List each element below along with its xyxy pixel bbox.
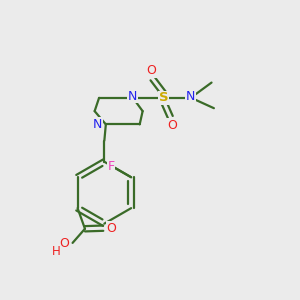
Text: N: N [93, 118, 102, 131]
Text: S: S [159, 92, 169, 104]
Text: N: N [128, 90, 138, 103]
Text: O: O [59, 237, 69, 250]
Text: N: N [186, 90, 195, 103]
Text: O: O [146, 64, 156, 77]
Text: H: H [52, 244, 61, 258]
Text: O: O [167, 119, 177, 132]
Text: F: F [107, 160, 115, 173]
Text: O: O [106, 222, 116, 235]
